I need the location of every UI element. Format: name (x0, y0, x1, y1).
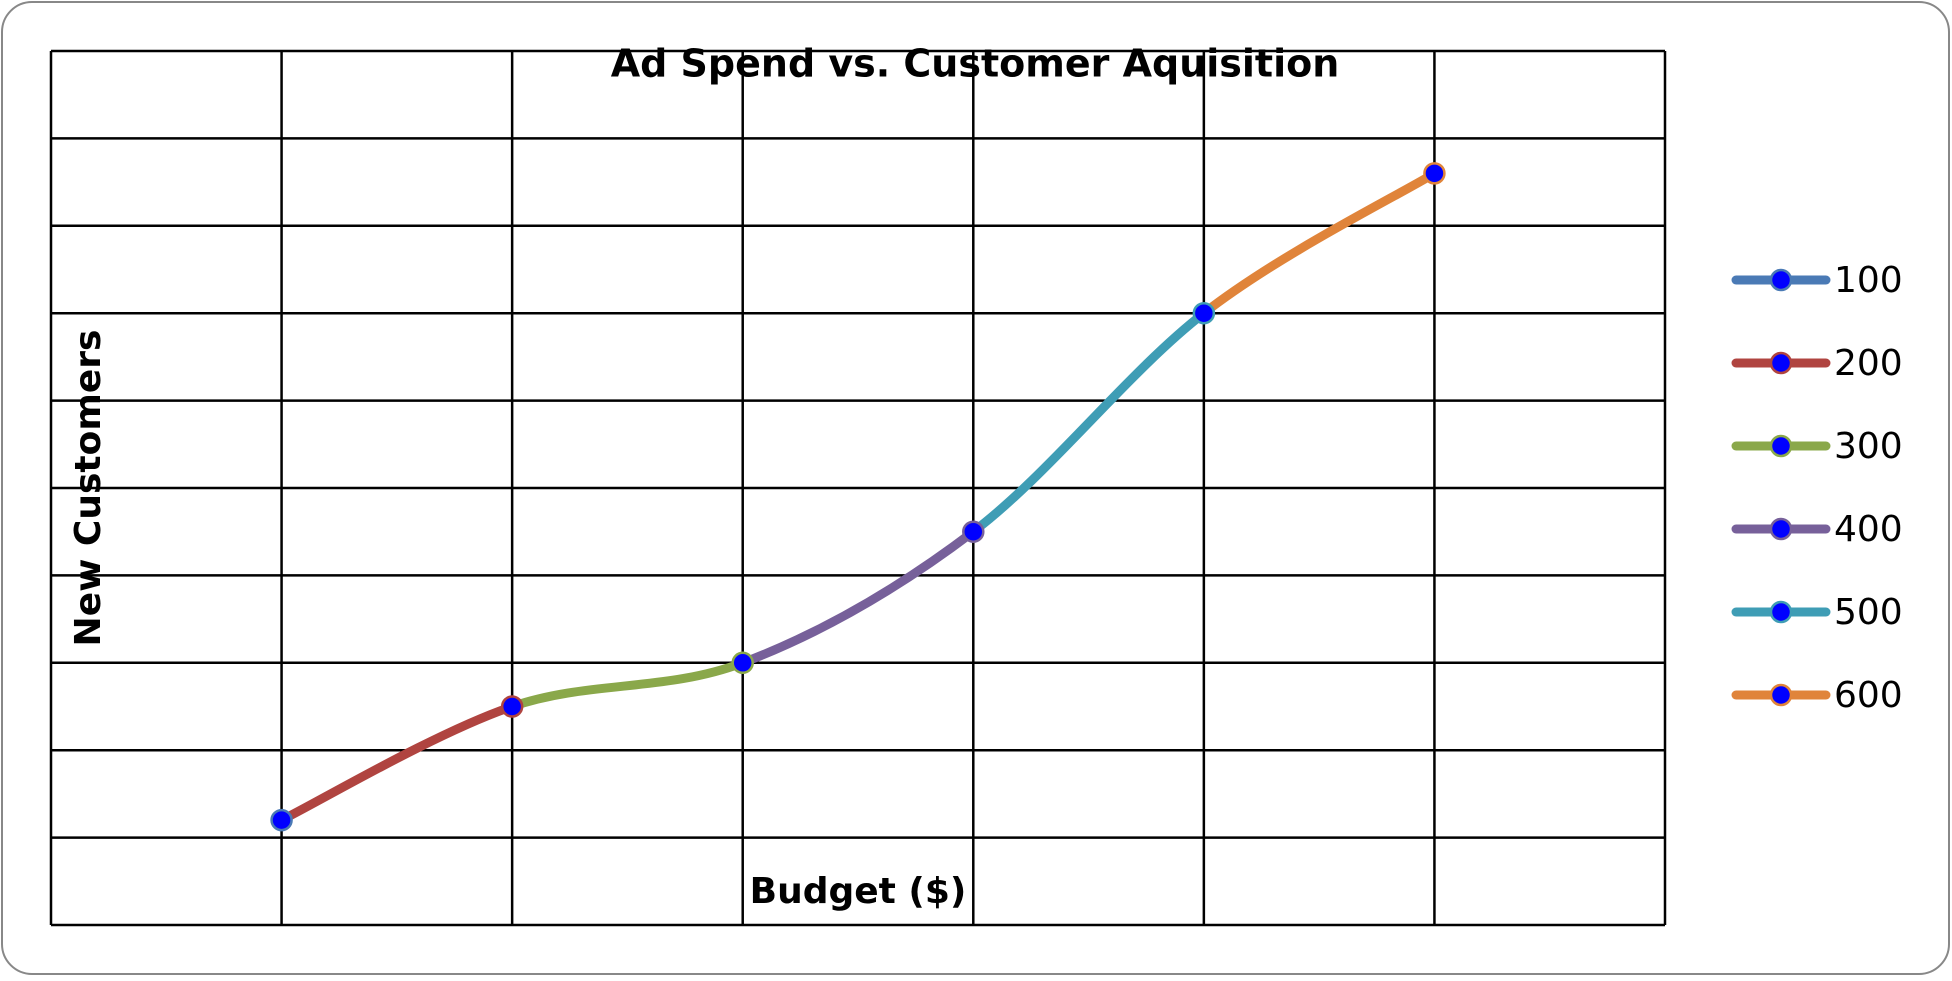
legend-label: 600 (1834, 675, 1903, 716)
data-point (1423, 162, 1446, 185)
legend-marker (1769, 434, 1793, 458)
data-point (500, 695, 524, 718)
data-point (270, 808, 293, 832)
legend-label: 300 (1834, 426, 1903, 467)
legend-label: 500 (1834, 592, 1903, 633)
line-segment (738, 527, 978, 668)
line-segment (507, 658, 748, 711)
legend-marker (1769, 683, 1793, 707)
data-point (1192, 301, 1216, 325)
line-segment (1199, 168, 1439, 318)
legend-label: 100 (1834, 260, 1903, 301)
legend-label: 200 (1834, 343, 1903, 384)
legend-marker (1769, 600, 1793, 624)
legend-label: 400 (1834, 509, 1903, 550)
data-point (731, 651, 754, 675)
legend-marker (1769, 268, 1793, 292)
legend-marker (1769, 351, 1793, 375)
y-axis-label: New Customers (68, 330, 109, 647)
chart-title: Ad Spend vs. Customer Aquisition (611, 42, 1340, 86)
data-point (962, 520, 985, 543)
x-axis-label: Budget ($) (750, 871, 967, 912)
line-segment (968, 308, 1209, 537)
line-segment (277, 702, 517, 825)
legend-marker (1769, 517, 1793, 541)
